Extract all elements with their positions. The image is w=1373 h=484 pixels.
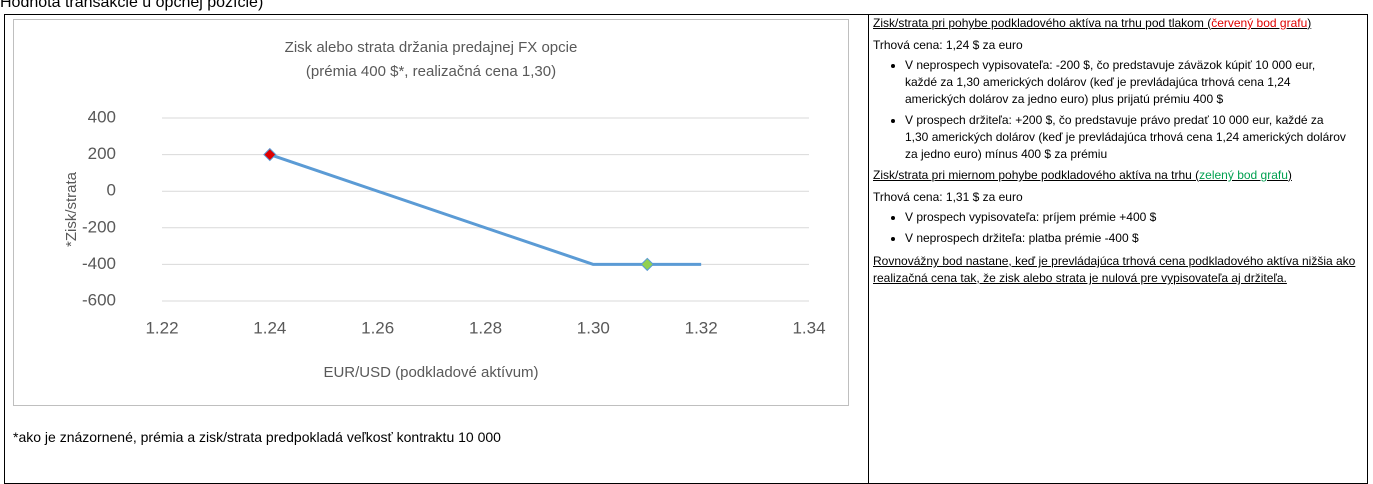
x-tick-label: 1.34: [792, 318, 825, 337]
header-text: Hodnota transakcie u opčnej pozície): [0, 0, 264, 11]
y-axis-label: *Zisk/strata: [63, 171, 80, 247]
section-heading: Zisk/strata pri miernom pohybe podkladov…: [873, 167, 1363, 184]
heading-text: Zisk/strata pri pohybe podkladového aktí…: [873, 16, 1212, 30]
y-tick-label: 0: [107, 181, 116, 200]
bullet-list: V neprospech vypisovateľa: -200 $, čo pr…: [873, 57, 1363, 163]
heading-highlight: zelený bod grafu: [1199, 168, 1288, 182]
x-tick-label: 1.24: [253, 318, 286, 337]
heading-end: ): [1307, 16, 1312, 30]
chart-title: (prémia 400 $*, realizačná cena 1,30): [306, 63, 556, 80]
point-marker: [640, 257, 654, 272]
y-tick-label: 200: [88, 144, 116, 163]
bullet: V prospech držiteľa: +200 $, čo predstav…: [905, 112, 1363, 163]
chart-box: Zisk alebo strata držania predajnej FX o…: [13, 19, 849, 406]
heading-highlight: červený bod grafu: [1211, 16, 1308, 30]
conclusion: Rovnovážny bod nastane, keď je prevládaj…: [873, 254, 1356, 285]
bullet-list: V prospech vypisovateľa: príjem prémie +…: [873, 209, 1363, 247]
right-column: Zisk/strata pri pohybe podkladového aktí…: [873, 15, 1363, 287]
bullet: V prospech vypisovateľa: príjem prémie +…: [905, 209, 1363, 226]
x-tick-label: 1.28: [469, 318, 502, 337]
section-heading: Zisk/strata pri pohybe podkladového aktí…: [873, 15, 1363, 32]
frame: Zisk alebo strata držania predajnej FX o…: [4, 14, 1368, 484]
chart: Zisk alebo strata držania predajnej FX o…: [63, 39, 826, 381]
point-marker: [263, 147, 277, 162]
bullet: V neprospech držiteľa: platba prémie -40…: [905, 230, 1363, 247]
series-line: [269, 153, 702, 266]
bullet: V neprospech vypisovateľa: -200 $, čo pr…: [905, 57, 1363, 108]
heading-end: ): [1287, 168, 1292, 182]
x-axis-label: EUR/USD (podkladové aktívum): [323, 364, 538, 381]
y-tick-label: 400: [88, 107, 116, 126]
footnote: *ako je znázornené, prémia a zisk/strata…: [13, 429, 501, 445]
y-tick-label: -600: [82, 290, 116, 309]
heading-text: Zisk/strata pri miernom pohybe podkladov…: [873, 168, 1200, 182]
y-tick-label: -400: [82, 254, 116, 273]
price: Trhová cena: 1,24 $ za euro: [873, 38, 1023, 52]
y-tick-label: -200: [82, 217, 116, 236]
x-tick-label: 1.32: [685, 318, 718, 337]
price: Trhová cena: 1,31 $ za euro: [873, 190, 1023, 204]
left-column: Zisk alebo strata držania predajnej FX o…: [5, 15, 869, 483]
x-tick-label: 1.26: [361, 318, 394, 337]
x-tick-label: 1.22: [145, 318, 178, 337]
chart-title: Zisk alebo strata držania predajnej FX o…: [285, 39, 578, 56]
x-tick-label: 1.30: [577, 318, 610, 337]
